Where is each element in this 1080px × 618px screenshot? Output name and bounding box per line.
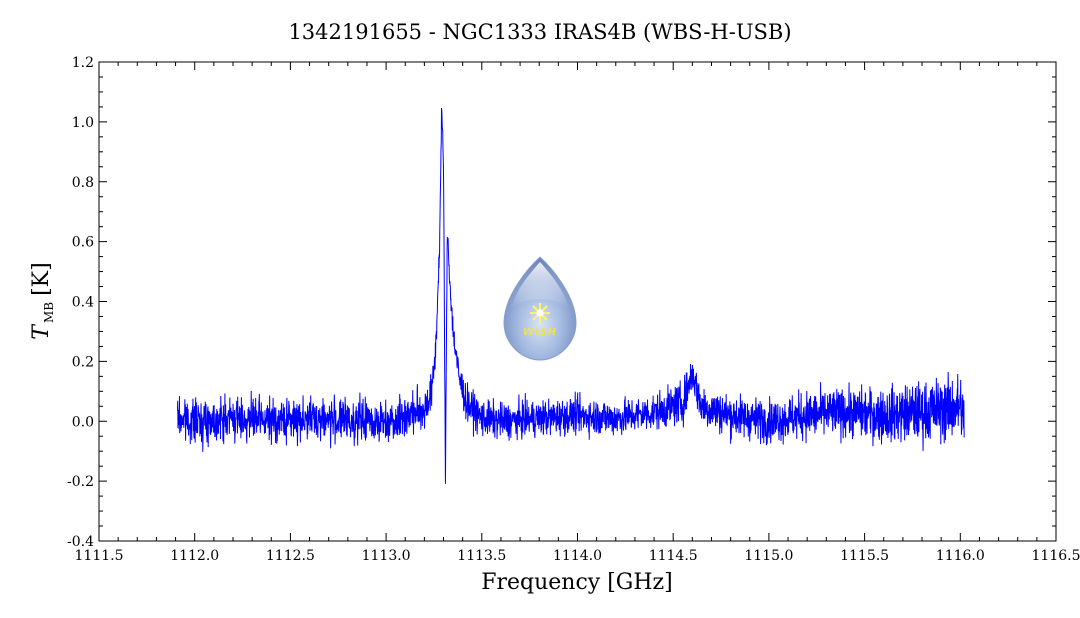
- y-tick-label: 0.0: [72, 414, 94, 430]
- x-tick-label: 1111.5: [75, 548, 124, 564]
- x-tick-label: 1114.5: [649, 548, 698, 564]
- x-tick-label: 1116.5: [1032, 548, 1080, 564]
- y-tick-label: 1.2: [72, 55, 94, 71]
- x-tick-label: 1112.5: [266, 548, 315, 564]
- series-group: [176, 107, 965, 484]
- x-tick-label: 1115.5: [840, 548, 889, 564]
- y-axis-label-unit: [K]: [29, 262, 54, 296]
- wish-logo: WISH: [503, 256, 577, 361]
- x-tick-label: 1116.0: [936, 548, 985, 564]
- x-tick-label: 1114.0: [553, 548, 602, 564]
- series-line: [176, 107, 965, 484]
- x-tick-label: 1115.0: [744, 548, 793, 564]
- axis-ticks: [98, 61, 1057, 542]
- y-tick-label: 0.2: [72, 354, 94, 370]
- x-axis-label: Frequency [GHz]: [481, 570, 673, 595]
- axis-tick-labels: 1111.5 1112.0 1112.5 1113.0 1113.5 1114.0 1114…: [67, 55, 1080, 564]
- y-tick-label: 0.6: [72, 235, 94, 251]
- x-tick-label: 1113.0: [362, 548, 411, 564]
- y-axis-label-subscript: MB: [42, 302, 56, 323]
- plot-frame: [98, 61, 1057, 542]
- logo-text: WISH: [523, 327, 557, 338]
- chart-title: 1342191655 - NGC1333 IRAS4B (WBS-H-USB): [288, 20, 791, 44]
- y-tick-label: 0.4: [72, 295, 94, 311]
- y-axis-label-symbol: T: [29, 323, 54, 340]
- x-tick-label: 1112.0: [170, 548, 219, 564]
- y-tick-label: 1.0: [72, 115, 94, 131]
- y-tick-label: -0.2: [67, 474, 94, 490]
- y-axis-label: TMB [K]: [29, 262, 56, 339]
- y-tick-label: 0.8: [72, 175, 94, 191]
- y-tick-label: -0.4: [67, 534, 94, 550]
- x-tick-label: 1113.5: [457, 548, 506, 564]
